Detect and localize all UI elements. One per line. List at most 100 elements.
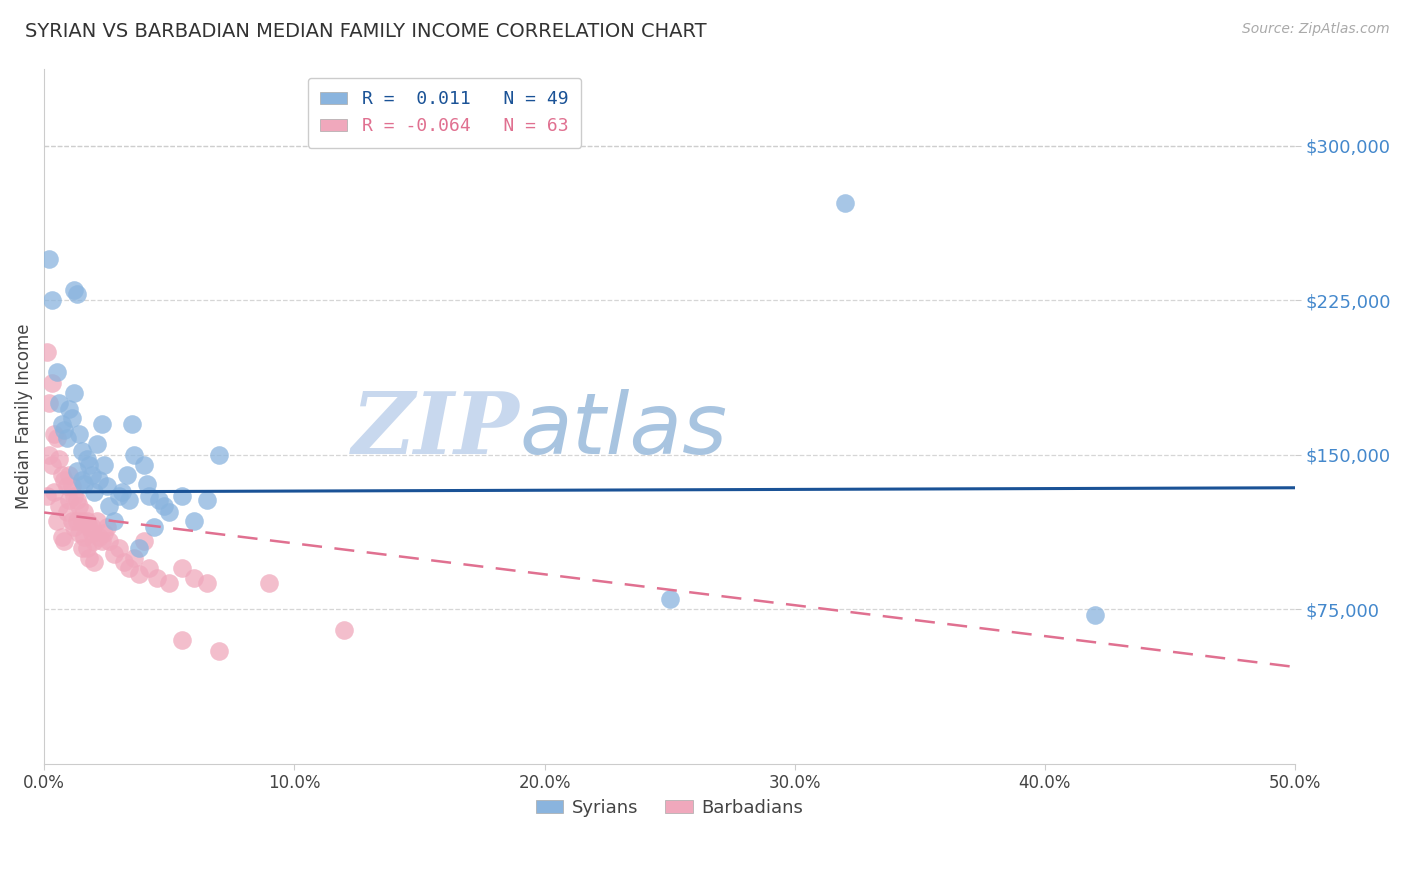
Point: [63, 386, 86, 401]
Point: [35, 489, 58, 503]
Point: [128, 541, 150, 555]
Point: [208, 448, 231, 462]
Point: [38, 396, 60, 410]
Point: [138, 561, 160, 575]
Point: [108, 489, 131, 503]
Point: [128, 567, 150, 582]
Point: [170, 561, 193, 575]
Point: [63, 489, 86, 503]
Point: [77, 550, 100, 565]
Point: [53, 423, 76, 437]
Point: [41, 376, 63, 390]
Point: [67, 427, 90, 442]
Point: [58, 493, 80, 508]
Point: [138, 489, 160, 503]
Point: [76, 541, 98, 555]
Point: [112, 555, 135, 569]
Point: [93, 458, 115, 472]
Point: [90, 534, 112, 549]
Text: ZIP: ZIP: [352, 388, 519, 472]
Point: [66, 464, 89, 478]
Point: [170, 489, 193, 503]
Point: [70, 541, 93, 555]
Point: [135, 476, 157, 491]
Point: [63, 283, 86, 297]
Point: [98, 500, 121, 514]
Point: [48, 396, 70, 410]
Point: [183, 514, 205, 528]
Point: [58, 402, 80, 417]
Point: [45, 365, 67, 379]
Point: [51, 417, 73, 431]
Point: [86, 514, 108, 528]
Point: [834, 196, 856, 211]
Point: [77, 520, 100, 534]
Point: [118, 561, 141, 575]
Point: [148, 493, 170, 508]
Point: [98, 534, 121, 549]
Point: [80, 526, 103, 541]
Point: [70, 514, 93, 528]
Point: [195, 493, 218, 508]
Point: [96, 520, 118, 534]
Point: [89, 473, 111, 487]
Point: [259, 575, 281, 590]
Point: [55, 506, 77, 520]
Point: [103, 547, 125, 561]
Point: [83, 484, 105, 499]
Point: [86, 437, 108, 451]
Point: [53, 534, 76, 549]
Point: [143, 520, 166, 534]
Point: [89, 530, 111, 544]
Y-axis label: Median Family Income: Median Family Income: [15, 324, 32, 509]
Point: [66, 514, 89, 528]
Point: [48, 451, 70, 466]
Text: SYRIAN VS BARBADIAN MEDIAN FAMILY INCOME CORRELATION CHART: SYRIAN VS BARBADIAN MEDIAN FAMILY INCOME…: [25, 22, 707, 41]
Point: [183, 571, 205, 585]
Point: [58, 468, 80, 483]
Point: [60, 410, 83, 425]
Point: [195, 575, 218, 590]
Point: [134, 458, 156, 472]
Point: [1084, 608, 1107, 623]
Point: [51, 530, 73, 544]
Point: [45, 431, 67, 445]
Point: [60, 514, 83, 528]
Point: [51, 468, 73, 483]
Point: [83, 534, 105, 549]
Point: [55, 479, 77, 493]
Point: [90, 417, 112, 431]
Point: [118, 493, 141, 508]
Point: [70, 473, 93, 487]
Point: [42, 484, 65, 499]
Point: [55, 431, 77, 445]
Point: [122, 448, 145, 462]
Point: [66, 493, 89, 508]
Text: Source: ZipAtlas.com: Source: ZipAtlas.com: [1241, 22, 1389, 37]
Point: [53, 473, 76, 487]
Point: [73, 476, 96, 491]
Point: [80, 520, 103, 534]
Point: [115, 468, 138, 483]
Point: [41, 293, 63, 308]
Point: [38, 252, 60, 266]
Point: [67, 526, 90, 541]
Point: [76, 514, 98, 528]
Text: atlas: atlas: [519, 389, 727, 472]
Point: [103, 514, 125, 528]
Point: [35, 344, 58, 359]
Point: [208, 643, 231, 657]
Point: [42, 427, 65, 442]
Point: [111, 484, 134, 499]
Point: [122, 550, 145, 565]
Point: [658, 592, 681, 607]
Point: [66, 287, 89, 301]
Point: [145, 571, 167, 585]
Point: [67, 500, 90, 514]
Point: [76, 451, 98, 466]
Point: [48, 500, 70, 514]
Point: [157, 506, 180, 520]
Point: [80, 468, 103, 483]
Legend: Syrians, Barbadians: Syrians, Barbadians: [529, 792, 811, 824]
Point: [83, 555, 105, 569]
